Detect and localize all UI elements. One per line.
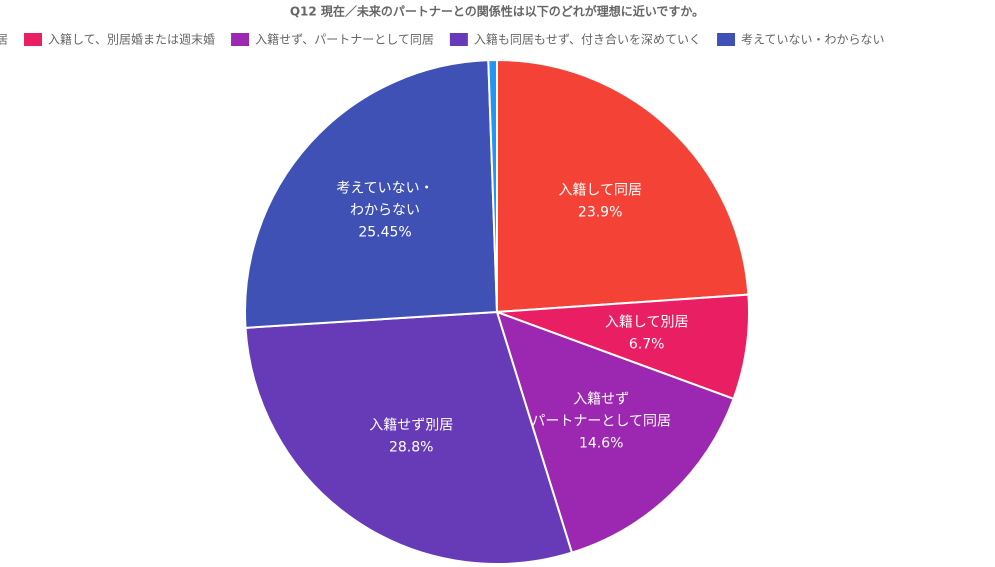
legend-label: 入籍せず、パートナーとして同居 — [255, 32, 434, 47]
pie-slice — [244, 310, 574, 565]
pie-slice — [244, 59, 499, 329]
slice-label: 入籍せず別居 — [369, 417, 453, 434]
legend-label: 同居 — [0, 33, 8, 47]
slice-value-label: 25.45% — [358, 224, 411, 240]
slice-label: 考えていない・ — [336, 180, 433, 196]
slice-label: わからない — [350, 202, 420, 218]
legend-swatch — [717, 33, 736, 46]
chart-title: Q12 現在／未来のパートナーとの関係性は以下のどれが理想に近いですか。 — [290, 4, 704, 19]
pie-slice — [496, 58, 750, 314]
legend-label: 入籍して、別居婚または週末婚 — [48, 32, 215, 47]
pie-slice — [487, 58, 498, 313]
slice-value-label: 6.7% — [629, 336, 665, 352]
pie-slice — [496, 293, 750, 401]
pie-slice — [495, 310, 735, 554]
legend-swatch — [231, 33, 250, 46]
slice-value-label: 14.6% — [579, 436, 623, 452]
slice-label: 入籍せず — [573, 391, 629, 408]
slice-label: 入籍して別居 — [605, 313, 689, 330]
slice-label: パートナーとして同居 — [531, 414, 671, 430]
legend-label: 入籍も同居もせず、付き合いを深めていく — [474, 32, 701, 47]
slice-value-label: 23.9% — [578, 204, 622, 220]
slice-label: 入籍して同居 — [558, 181, 642, 198]
legend-swatch — [24, 33, 43, 46]
slice-value-label: 28.8% — [389, 440, 433, 456]
legend-label: 考えていない・わからない — [741, 33, 884, 47]
legend-swatch — [449, 33, 468, 46]
